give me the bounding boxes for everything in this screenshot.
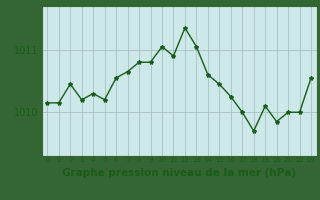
X-axis label: Graphe pression niveau de la mer (hPa): Graphe pression niveau de la mer (hPa) — [62, 168, 296, 178]
